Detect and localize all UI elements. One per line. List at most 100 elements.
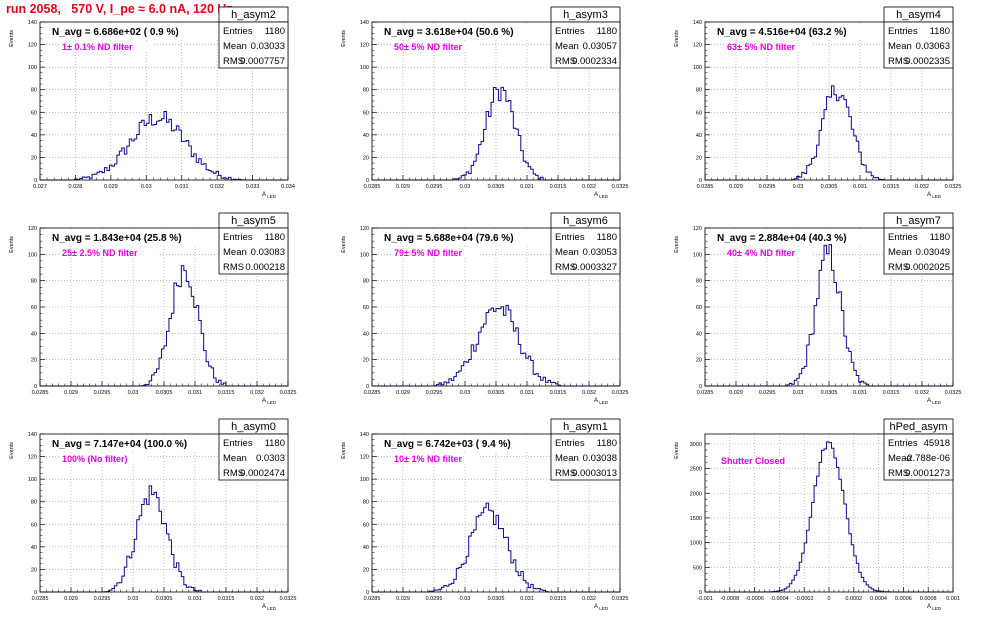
filter-label: 10± 1% ND filter [394, 454, 462, 464]
y-tick-label: 100 [28, 252, 37, 258]
y-axis-title: Events [9, 30, 15, 47]
x-tick-label: 0.0295 [94, 596, 111, 602]
stats-value-entries: 1180 [265, 438, 285, 449]
x-tick-label: 0.0006 [895, 596, 912, 602]
y-tick-label: 120 [360, 226, 369, 232]
x-tick-label: 0.027 [33, 184, 47, 190]
stats-key-entries: Entries [223, 232, 253, 243]
stats-value-entries: 1180 [597, 26, 617, 37]
navg-label-bg [713, 231, 883, 244]
x-axis-title: A LED [262, 398, 277, 405]
stats-box [218, 227, 289, 275]
y-tick-label: 80 [31, 88, 37, 94]
navg-label-bg [380, 231, 550, 244]
histogram-panel-h_asym3: 0.0285 0.029 0.0295 0.03 0.0305 0.031 0.0315 0.… [341, 6, 629, 199]
x-tick-label: 0.0285 [364, 596, 381, 602]
filter-label-bg [392, 248, 480, 258]
stats-key-rms: RMS [888, 468, 909, 479]
x-tick-label: 0.029 [396, 184, 410, 190]
x-tick-label: 0.001 [946, 596, 960, 602]
x-tick-label: 0.0305 [821, 390, 838, 396]
y-tick-label: 140 [28, 432, 37, 438]
stats-key-mean: Mean [888, 453, 912, 464]
y-tick-label: 0 [366, 178, 369, 184]
navg-label: N_avg = 3.618e+04 (50.6 %) [384, 27, 514, 38]
y-tick-label: 140 [360, 20, 369, 26]
stats-value-entries: 1180 [930, 232, 950, 243]
y-tick-label: 40 [696, 331, 702, 337]
stats-value-entries: 1180 [597, 232, 617, 243]
y-tick-label: 120 [28, 43, 37, 49]
x-tick-label: 0.031 [175, 184, 189, 190]
stats-key-rms: RMS [555, 262, 576, 273]
x-tick-label: 0.031 [520, 184, 534, 190]
stats-box [218, 433, 289, 481]
y-axis-title: Events [341, 236, 347, 253]
x-tick-label: 0.0325 [612, 184, 629, 190]
filter-label: 63± 5% ND filter [727, 42, 795, 52]
x-tick-label: 0.03 [128, 390, 139, 396]
y-tick-label: 1500 [690, 516, 702, 522]
y-tick-label: 60 [696, 110, 702, 116]
navg-label-bg [48, 231, 218, 244]
y-tick-label: 20 [696, 358, 702, 364]
y-tick-label: 0 [34, 590, 37, 596]
stats-box [883, 227, 954, 275]
x-axis-title: A LED [927, 398, 942, 405]
stats-key-mean: Mean [555, 247, 579, 258]
x-tick-label: 0.0305 [156, 390, 173, 396]
stats-key-rms: RMS [555, 56, 576, 67]
x-tick-label: 0.0002 [845, 596, 862, 602]
y-tick-label: 60 [363, 305, 369, 311]
x-tick-label: 0 [827, 596, 830, 602]
stats-key-entries: Entries [555, 26, 585, 37]
x-tick-label: 0.028 [69, 184, 83, 190]
x-tick-label: 0.0315 [550, 184, 567, 190]
y-axis-title: Events [674, 442, 680, 459]
stats-title: h_asym4 [896, 9, 941, 21]
y-tick-label: 120 [360, 43, 369, 49]
histogram-panel-h_asym5: 0.0285 0.029 0.0295 0.03 0.0305 0.031 0.0315 0.… [9, 212, 296, 405]
x-tick-label: 0.0004 [870, 596, 887, 602]
histogram-bars [40, 265, 288, 387]
stats-title: h_asym6 [563, 215, 608, 227]
y-axis-title: Events [674, 236, 680, 253]
stats-key-rms: RMS [223, 56, 244, 67]
y-tick-label: 80 [31, 500, 37, 506]
x-tick-label: 0.03 [793, 390, 804, 396]
stats-key-mean: Mean [555, 41, 579, 52]
stats-value-rms: 0.0002334 [572, 56, 617, 67]
stats-value-rms: 0.0003327 [572, 262, 617, 273]
x-tick-label: 0.0305 [488, 596, 505, 602]
filter-label-bg [392, 454, 480, 464]
stats-box [883, 433, 954, 481]
x-tick-label: 0.03 [460, 390, 471, 396]
x-tick-label: 0.032 [582, 390, 596, 396]
y-tick-label: 100 [28, 477, 37, 483]
x-tick-label: 0.0285 [32, 390, 49, 396]
y-tick-label: 40 [31, 545, 37, 551]
y-axis-title: Events [9, 236, 15, 253]
y-tick-label: 120 [693, 43, 702, 49]
stats-box [550, 433, 621, 481]
y-tick-label: 60 [363, 522, 369, 528]
x-tick-label: 0.0285 [697, 184, 714, 190]
x-tick-label: 0.0285 [364, 184, 381, 190]
stats-value-mean: 0.0303 [256, 453, 285, 464]
stats-title: h_asym0 [231, 421, 276, 433]
x-tick-label: 0.029 [729, 184, 743, 190]
filter-label-bg [392, 42, 480, 52]
y-tick-label: 120 [360, 455, 369, 461]
x-tick-label: 0.029 [396, 390, 410, 396]
histogram-panel-h_asym2: 0.027 0.028 0.029 0.03 0.031 0.032 0.033 0.034 0… [9, 6, 295, 199]
x-tick-label: 0.03 [793, 184, 804, 190]
y-tick-label: 80 [363, 279, 369, 285]
x-tick-label: 0.0325 [612, 390, 629, 396]
y-tick-label: 120 [28, 455, 37, 461]
y-tick-label: 40 [31, 133, 37, 139]
y-tick-label: 60 [696, 305, 702, 311]
x-tick-label: 0.0325 [280, 596, 297, 602]
stats-key-rms: RMS [223, 262, 244, 273]
navg-label-bg [380, 25, 550, 38]
filter-label: 100% (No filter) [62, 454, 128, 464]
